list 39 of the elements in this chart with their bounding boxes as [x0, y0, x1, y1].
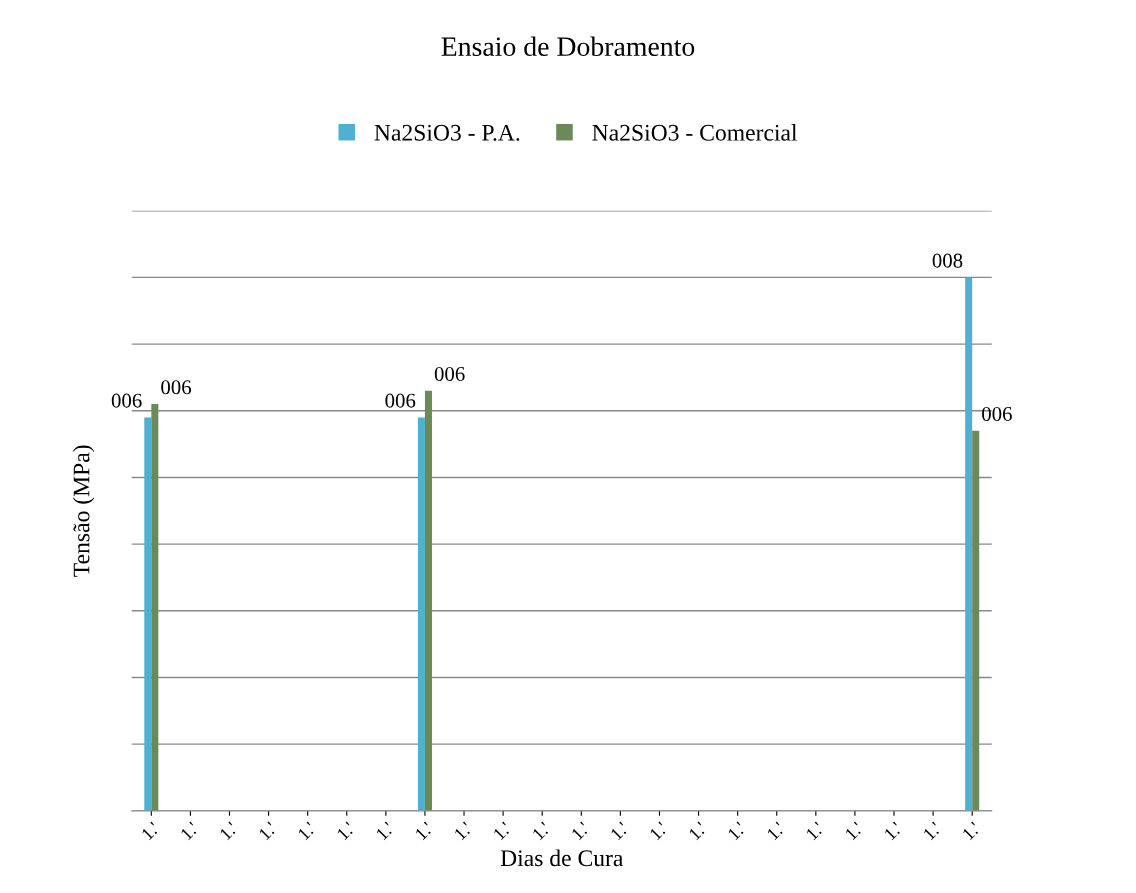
x-tick-label: 1.' [883, 821, 903, 841]
bar [144, 417, 152, 811]
x-tick-label: 1.' [180, 821, 200, 841]
x-tick-label: 1.' [492, 821, 512, 841]
chart-title: Ensaio de Dobramento [441, 36, 695, 57]
x-tick-label: 1.' [962, 821, 981, 841]
x-tick-label: 1.' [258, 821, 278, 841]
x-tick-label: 1.' [844, 821, 864, 841]
x-tick-label: 1.' [532, 821, 551, 841]
bar [965, 277, 973, 811]
data-label: 006 [434, 366, 465, 381]
x-tick-label: 1.' [297, 821, 317, 841]
bar [972, 430, 980, 811]
data-label: 006 [982, 406, 1012, 421]
x-tick-label: 1.' [571, 821, 590, 841]
x-tick-label: 1.' [610, 821, 630, 841]
legend-label: Na2SiO3 - P.A. [374, 124, 520, 141]
x-tick-label: 1.' [766, 821, 786, 841]
x-tick-label: 1.' [375, 821, 395, 841]
x-tick-label: 1.' [727, 821, 747, 841]
x-tick-label: 1.' [649, 821, 669, 841]
data-label: 006 [385, 393, 416, 408]
data-label: 006 [161, 380, 192, 395]
y-axis-title: Tensão (MPa) [72, 445, 95, 577]
x-tick-label: 1.' [688, 821, 708, 841]
legend-label: Na2SiO3 - Comercial [592, 124, 798, 141]
x-tick-label: 1.' [922, 821, 942, 841]
x-tick-label: 1.' [336, 821, 356, 841]
x-tick-label: 1.' [141, 821, 160, 841]
bar [424, 390, 432, 811]
x-tick-label: 1.' [805, 821, 825, 841]
x-axis-title: Dias de Cura [500, 849, 624, 867]
x-tick-label: 1.' [414, 821, 434, 841]
data-label: 008 [932, 253, 963, 268]
x-tick-label: 1.' [219, 821, 239, 841]
bar [151, 404, 159, 811]
x-tick-label: 1.' [453, 821, 473, 841]
bar [417, 417, 425, 811]
data-label: 006 [111, 393, 142, 408]
